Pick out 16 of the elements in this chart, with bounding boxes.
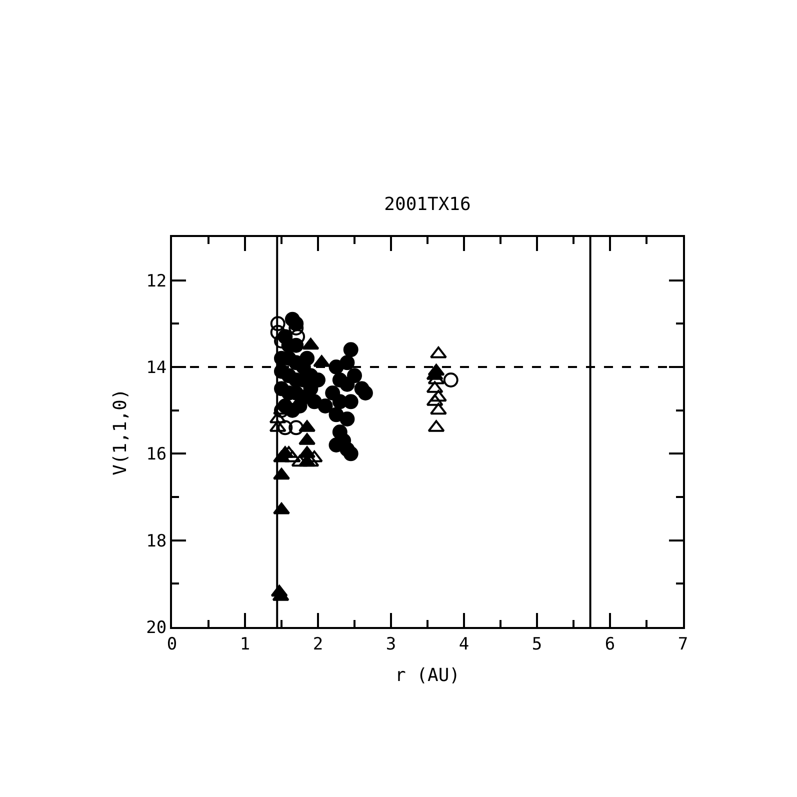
x-tick-label: 1: [240, 634, 250, 654]
x-tick-label: 2: [312, 634, 324, 654]
x-tick-label: 6: [604, 634, 616, 654]
chart-title: 2001TX16: [384, 194, 471, 215]
x-axis-title: r (AU): [394, 665, 460, 686]
y-tick-label: 16: [146, 444, 167, 465]
y-tick-label: 14: [146, 358, 167, 378]
x-tick-label: 0: [166, 634, 178, 654]
y-axis-title: V(1,1,0): [110, 388, 131, 476]
x-tick-label: 7: [678, 634, 688, 654]
y-tick-label: 20: [146, 618, 167, 638]
x-tick-label: 3: [386, 634, 396, 654]
y-tick-label: 18: [146, 531, 167, 552]
y-tick-label: 12: [146, 271, 167, 292]
x-tick-label: 4: [458, 634, 470, 654]
x-tick-label: 5: [532, 634, 542, 654]
